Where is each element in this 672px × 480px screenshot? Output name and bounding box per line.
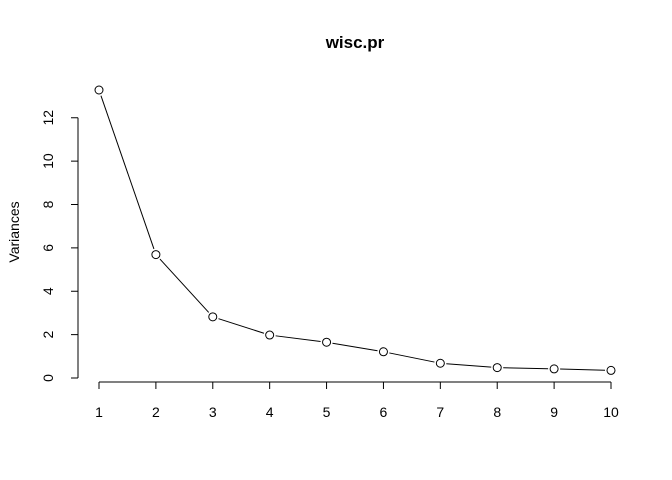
- x-tick-label: 6: [380, 404, 388, 420]
- series-segment: [100, 95, 155, 250]
- data-point: [208, 312, 218, 322]
- series-segment: [275, 335, 321, 342]
- x-tick-label: 8: [493, 404, 501, 420]
- series-segment: [159, 258, 210, 313]
- x-tick-label: 9: [550, 404, 558, 420]
- y-axis: 0 2 4 6 8 10 12: [40, 110, 79, 382]
- series-variances: [94, 85, 616, 375]
- x-axis: 1 2 3 4 5 6 7 8 9 10: [95, 381, 619, 420]
- series-segment: [389, 352, 435, 363]
- y-tick-label: 12: [40, 110, 56, 126]
- series-segment: [446, 363, 492, 368]
- y-tick-label: 10: [40, 153, 56, 169]
- data-point: [549, 364, 559, 374]
- chart-title: wisc.pr: [325, 33, 385, 52]
- x-tick-label: 7: [436, 404, 444, 420]
- y-tick-label: 2: [40, 331, 56, 339]
- data-point: [492, 363, 502, 373]
- data-point: [435, 358, 445, 368]
- y-tick-label: 8: [40, 200, 56, 208]
- data-point: [151, 250, 161, 260]
- data-point: [606, 365, 616, 375]
- data-point: [322, 337, 332, 347]
- x-tick-label: 10: [603, 404, 619, 420]
- series-segment: [332, 342, 378, 352]
- data-point: [378, 347, 388, 357]
- series-segment: [560, 368, 606, 371]
- x-tick-label: 3: [209, 404, 217, 420]
- y-tick-label: 0: [40, 374, 56, 382]
- y-tick-label: 4: [40, 287, 56, 295]
- series-segment: [503, 367, 549, 370]
- x-tick-label: 1: [95, 404, 103, 420]
- data-point: [265, 330, 275, 340]
- y-tick-label: 6: [40, 244, 56, 252]
- x-tick-label: 5: [323, 404, 331, 420]
- x-tick-label: 4: [266, 404, 274, 420]
- data-point: [94, 85, 104, 95]
- x-tick-label: 2: [152, 404, 160, 420]
- series-segment: [218, 318, 265, 334]
- y-axis-label: Variances: [6, 201, 22, 262]
